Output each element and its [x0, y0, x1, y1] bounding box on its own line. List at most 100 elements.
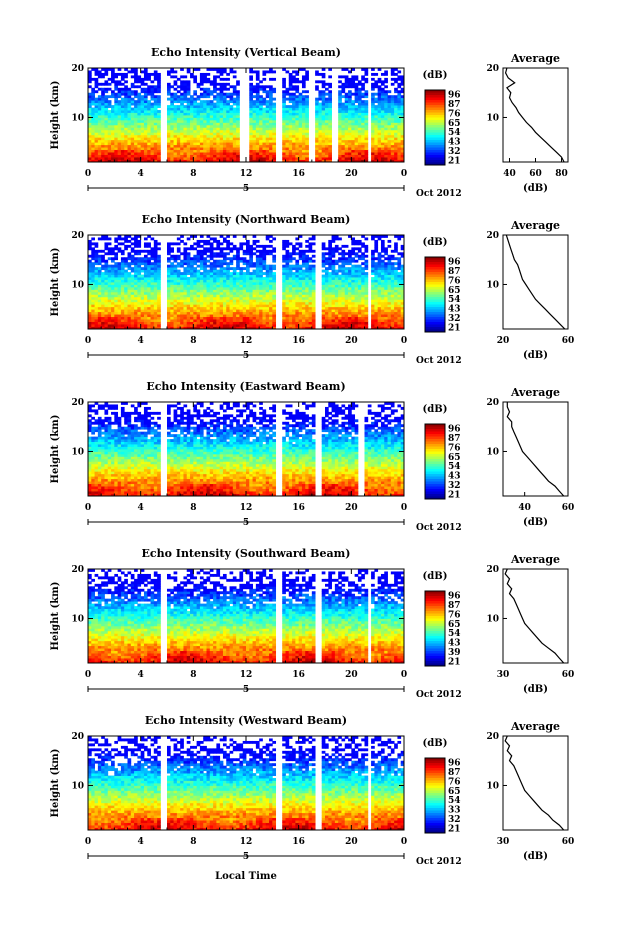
heatmap-cell: [318, 137, 322, 140]
heatmap-cell: [345, 100, 349, 103]
heatmap-cell: [253, 147, 257, 150]
heatmap-cell: [170, 277, 174, 280]
heatmap-cell: [233, 297, 237, 300]
average-title: Average: [510, 52, 560, 65]
heatmap-cell: [114, 113, 118, 116]
heatmap-cell: [111, 80, 115, 83]
heatmap-cell: [322, 80, 326, 83]
heatmap-cell: [253, 103, 257, 106]
heatmap-cell: [88, 304, 92, 307]
heatmap-cell: [124, 284, 128, 287]
heatmap-cell: [318, 115, 322, 118]
heatmap-cell: [213, 75, 217, 78]
heatmap-cell: [111, 125, 115, 128]
heatmap-cell: [95, 307, 99, 310]
heatmap-cell: [361, 83, 365, 86]
heatmap-cell: [114, 265, 118, 268]
heatmap-cell: [114, 267, 118, 270]
heatmap-cell: [378, 120, 382, 123]
heatmap-cell: [223, 282, 227, 285]
heatmap-cell: [124, 287, 128, 290]
heatmap-cell: [137, 302, 141, 305]
heatmap-cell: [200, 240, 204, 243]
x-tick-label: 16: [292, 169, 305, 179]
heatmap-cell: [253, 122, 257, 125]
heatmap-cell: [361, 120, 365, 123]
heatmap-cell: [230, 127, 234, 130]
heatmap-cell: [200, 257, 204, 260]
heatmap-cell: [328, 83, 332, 86]
heatmap-cell: [259, 135, 263, 138]
colorbar-segment: [425, 138, 445, 141]
heatmap-cell: [361, 122, 365, 125]
heatmap-cell: [144, 237, 148, 240]
heatmap-cell: [88, 127, 92, 130]
heatmap-cell: [207, 282, 211, 285]
heatmap-cell: [177, 242, 181, 245]
heatmap-cell: [203, 270, 207, 273]
heatmap-cell: [230, 247, 234, 250]
heatmap-cell: [236, 275, 240, 278]
heatmap-cell: [200, 147, 204, 150]
heatmap-cell: [286, 304, 290, 307]
heatmap-cell: [302, 110, 306, 113]
heatmap-cell: [134, 262, 138, 265]
heatmap-cell: [124, 105, 128, 108]
heatmap-cell: [246, 267, 250, 270]
heatmap-cell: [378, 110, 382, 113]
heatmap-cell: [299, 250, 303, 253]
heatmap-cell: [111, 287, 115, 290]
heatmap-cell: [289, 80, 293, 83]
heatmap-cell: [236, 155, 240, 158]
heatmap-cell: [216, 88, 220, 91]
heatmap-cell: [134, 284, 138, 287]
heatmap-cell: [282, 277, 286, 280]
heatmap-cell: [91, 255, 95, 258]
heatmap-cell: [134, 294, 138, 297]
heatmap-cell: [315, 140, 319, 143]
heatmap-cell: [295, 140, 299, 143]
heatmap-cell: [269, 304, 273, 307]
heatmap-cell: [134, 272, 138, 275]
heatmap-cell: [216, 155, 220, 158]
heatmap-cell: [322, 75, 326, 78]
heatmap-cell: [124, 88, 128, 91]
heatmap-cell: [114, 157, 118, 160]
heatmap-cell: [266, 103, 270, 106]
heatmap-cell: [183, 100, 187, 103]
heatmap-cell: [124, 125, 128, 128]
heatmap-cell: [95, 155, 99, 158]
heatmap-cell: [318, 90, 322, 93]
heatmap-cell: [167, 145, 171, 148]
heatmap-cell: [144, 140, 148, 143]
heatmap-cell: [371, 140, 375, 143]
heatmap-cell: [233, 275, 237, 278]
heatmap-cell: [220, 127, 224, 130]
heatmap-cell: [374, 135, 378, 138]
heatmap-cell: [144, 132, 148, 135]
heatmap-cell: [157, 277, 161, 280]
heatmap-cell: [154, 287, 158, 290]
heatmap-cell: [98, 284, 102, 287]
heatmap-cell: [207, 130, 211, 133]
heatmap-cell: [236, 294, 240, 297]
heatmap-cell: [104, 90, 108, 93]
heatmap-cell: [236, 115, 240, 118]
heatmap-cell: [180, 317, 184, 320]
heatmap-cell: [322, 130, 326, 133]
heatmap-cell: [220, 140, 224, 143]
heatmap-cell: [269, 140, 273, 143]
heatmap-cell: [197, 255, 201, 258]
heatmap-cell: [193, 280, 197, 283]
heatmap-cell: [226, 117, 230, 120]
heatmap-cell: [174, 260, 178, 263]
heatmap-cell: [187, 270, 191, 273]
heatmap-cell: [299, 267, 303, 270]
heatmap-cell: [187, 155, 191, 158]
heatmap-cell: [187, 142, 191, 145]
heatmap-cell: [131, 110, 135, 113]
heatmap-cell: [203, 95, 207, 98]
heatmap-cell: [177, 282, 181, 285]
heatmap-cell: [197, 250, 201, 253]
heatmap-cell: [249, 299, 253, 302]
